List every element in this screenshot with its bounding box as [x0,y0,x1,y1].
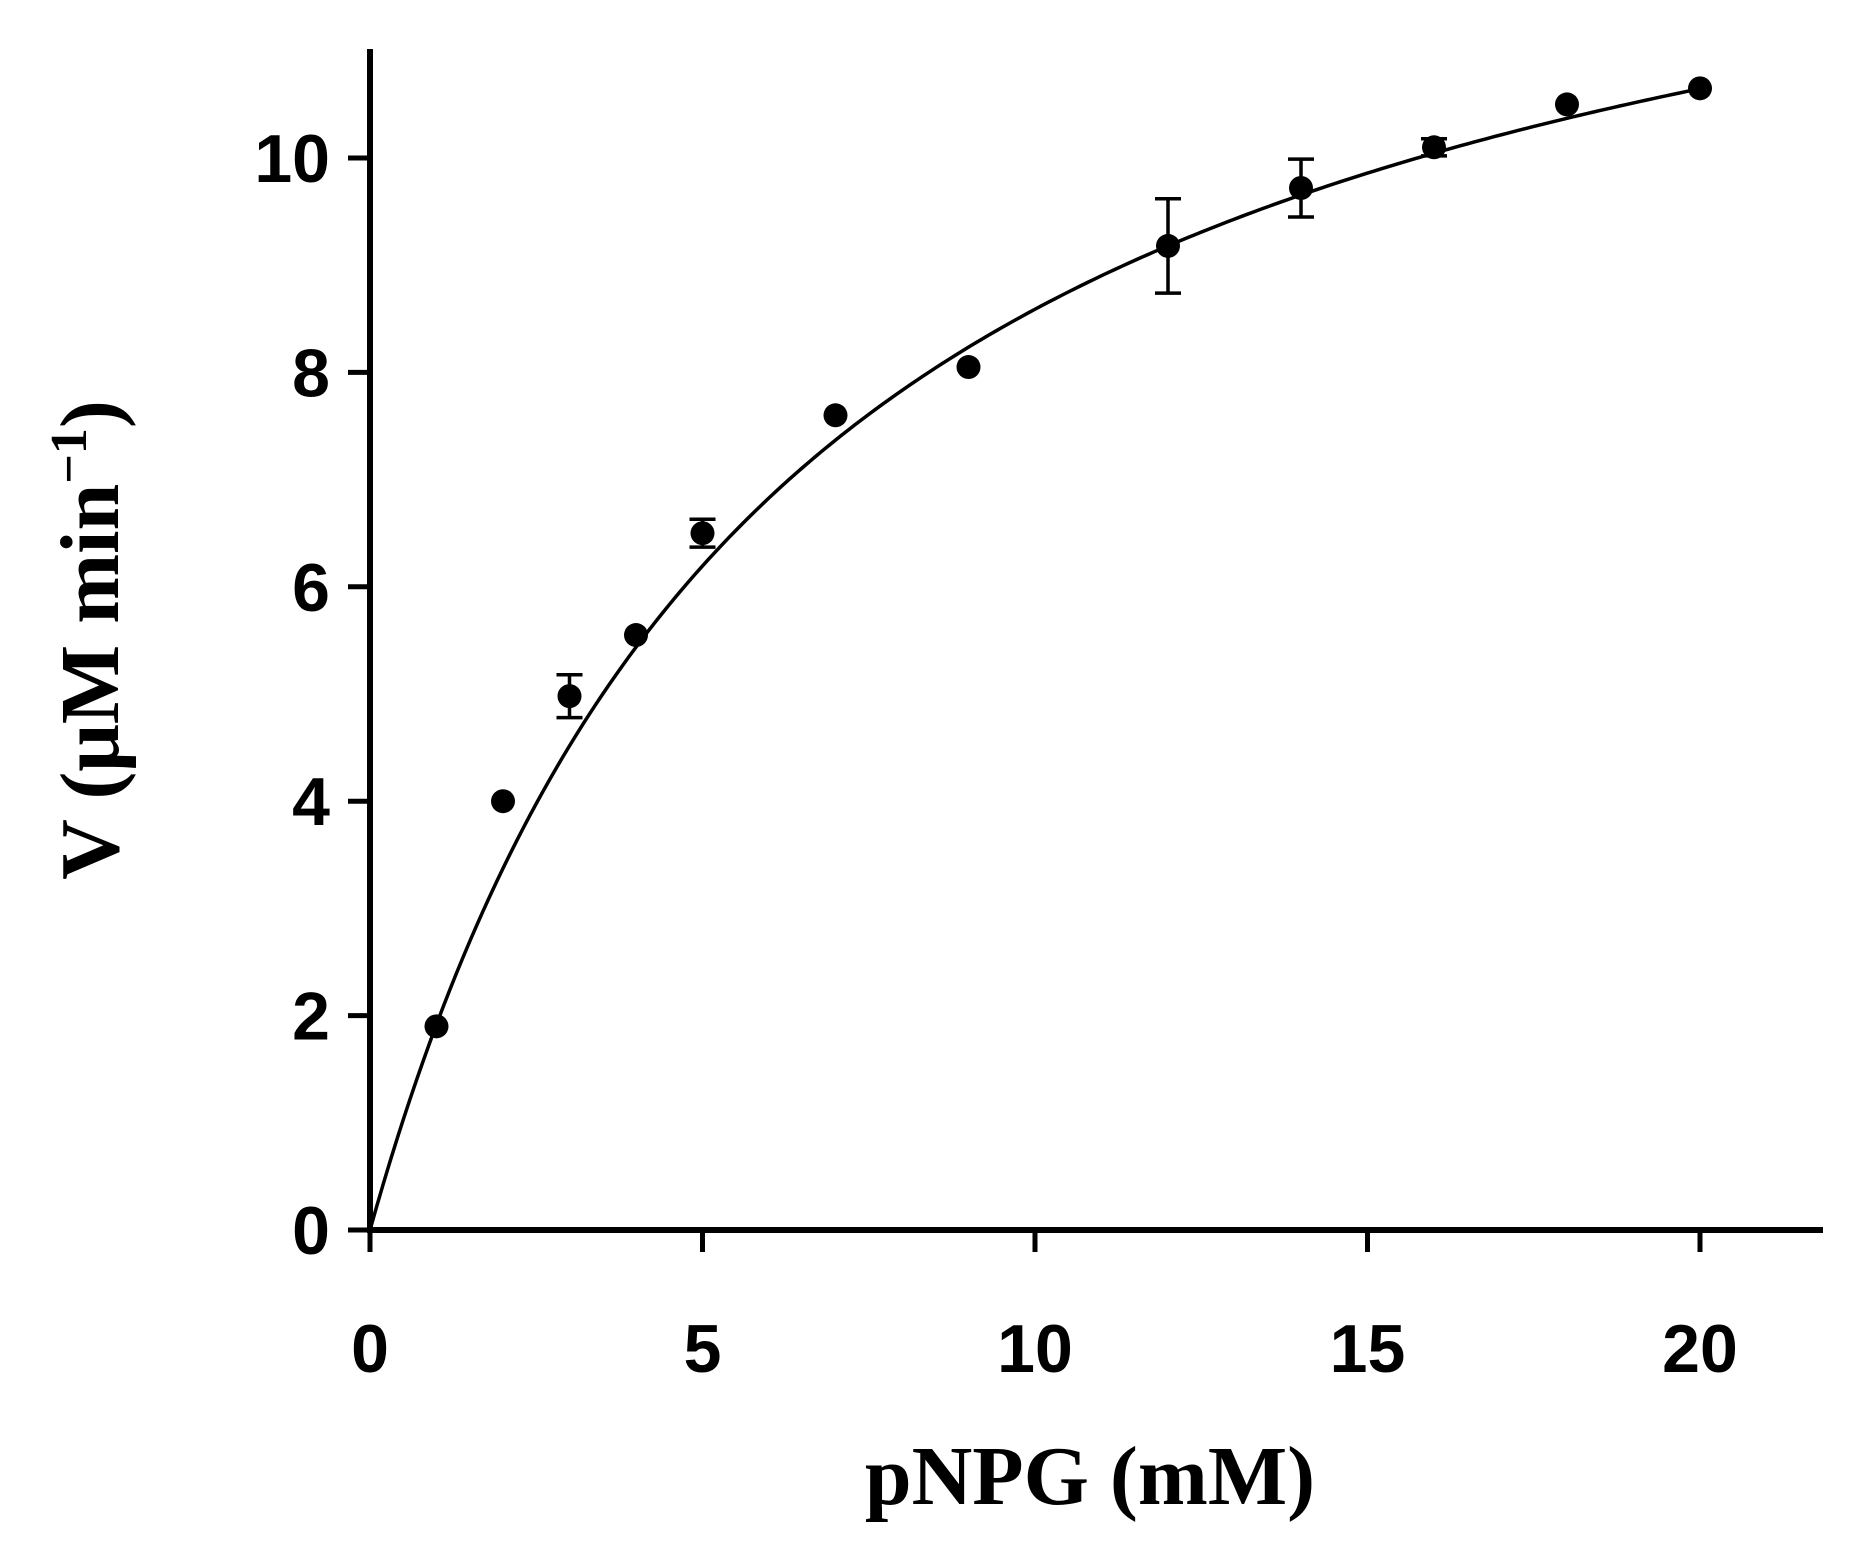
y-axis-title-main: V (μM min [44,484,137,880]
data-point [823,403,848,428]
data-point [956,355,981,380]
y-tick-label: 2 [292,979,330,1055]
data-point [424,1014,449,1039]
x-tick-label: 5 [684,1311,722,1387]
fit-curve-group [368,86,1701,1231]
y-tick-label: 4 [292,764,330,840]
y-axis-title: V (μM min−1) [41,400,137,880]
data-point [1289,176,1313,201]
x-tick-label: 0 [351,1311,389,1387]
ticks: 0 5 10 15 20 0 2 4 6 8 10 [254,121,1737,1387]
y-axis-title-superscript: −1 [41,428,98,484]
data-points [424,76,1712,1039]
data-point [1555,92,1579,117]
data-point [690,521,715,546]
data-point [557,684,582,709]
x-tick-label: 20 [1662,1311,1738,1387]
x-tick-label: 10 [997,1311,1073,1387]
y-tick-label: 10 [254,121,330,197]
y-tick-label: 8 [292,335,330,411]
data-point [1688,76,1712,101]
data-point [1422,135,1446,160]
y-tick-label: 6 [292,550,330,626]
data-point [1156,233,1180,258]
axes [367,49,1823,1233]
y-tick-label: 0 [292,1193,330,1269]
error-bars [556,136,1447,720]
x-axis-title: pNPG (mM) [865,1430,1315,1523]
data-point [624,623,648,648]
x-tick-label: 15 [1330,1311,1406,1387]
data-point [491,789,515,814]
y-axis-title-close: ) [44,400,137,428]
fit-curve [368,86,1701,1231]
